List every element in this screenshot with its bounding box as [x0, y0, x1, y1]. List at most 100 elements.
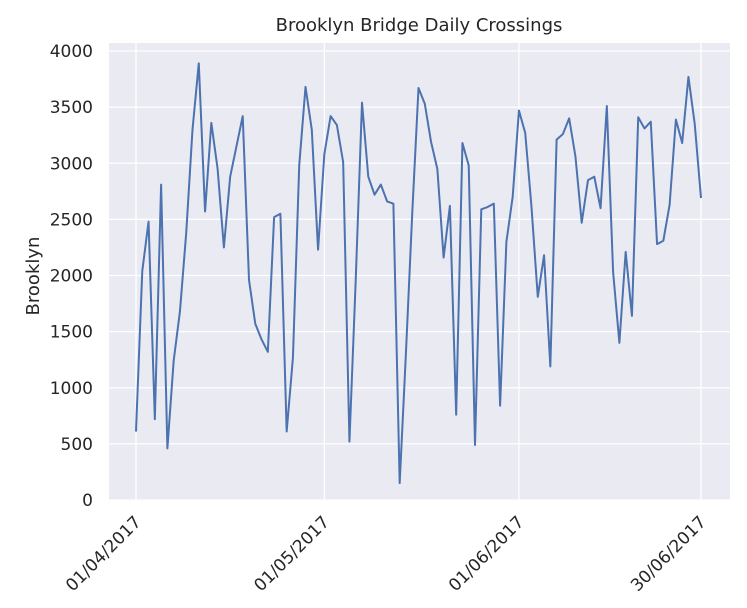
data-point	[631, 315, 633, 317]
data-point	[198, 62, 200, 64]
data-point	[662, 240, 664, 242]
data-point	[524, 132, 526, 134]
data-point	[305, 86, 307, 88]
y-tick-label: 500	[61, 435, 93, 455]
data-point	[637, 116, 639, 118]
data-point	[286, 431, 288, 433]
data-point	[675, 118, 677, 120]
data-point	[374, 194, 376, 196]
y-tick-label: 1500	[50, 323, 93, 343]
data-point	[480, 208, 482, 210]
series-line	[135, 62, 702, 485]
data-point	[261, 338, 263, 340]
data-point	[336, 124, 338, 126]
data-point	[694, 123, 696, 125]
data-point	[587, 179, 589, 181]
data-point	[154, 418, 156, 420]
data-point	[487, 206, 489, 208]
data-point	[386, 200, 388, 202]
data-point	[279, 213, 281, 215]
y-tick-label: 1000	[50, 379, 93, 399]
data-point	[449, 205, 451, 207]
data-point	[355, 279, 357, 281]
data-point	[330, 115, 332, 117]
data-point	[531, 206, 533, 208]
data-point	[669, 204, 671, 206]
data-point	[568, 117, 570, 119]
data-point	[342, 161, 344, 163]
data-point	[443, 257, 445, 259]
data-point	[650, 121, 652, 123]
x-tick-label: 30/06/2017	[627, 512, 710, 595]
data-point	[148, 221, 150, 223]
data-point	[179, 310, 181, 312]
data-point	[361, 102, 363, 104]
data-point	[185, 232, 187, 234]
data-point	[267, 351, 269, 353]
data-point	[235, 145, 237, 147]
chart-title: Brooklyn Bridge Daily Crossings	[276, 15, 563, 36]
data-point	[474, 444, 476, 446]
data-point	[625, 251, 627, 253]
data-point	[210, 122, 212, 124]
data-point	[600, 207, 602, 209]
data-point	[204, 211, 206, 213]
data-point	[418, 87, 420, 89]
data-point	[411, 213, 413, 215]
x-tick-label: 01/06/2017	[445, 512, 528, 595]
x-tick-label: 01/04/2017	[62, 512, 145, 595]
data-point	[217, 168, 219, 170]
data-point	[399, 482, 401, 484]
y-tick-label: 2000	[50, 267, 93, 287]
data-point	[292, 356, 294, 358]
data-point	[160, 184, 162, 186]
data-point	[436, 168, 438, 170]
data-point	[223, 246, 225, 248]
data-point	[380, 184, 382, 186]
data-point	[242, 115, 244, 117]
data-point	[687, 76, 689, 78]
data-point	[248, 279, 250, 281]
data-point	[367, 176, 369, 178]
y-tick-label: 2500	[50, 210, 93, 230]
y-axis-label: Brooklyn	[23, 237, 44, 316]
plot-area	[109, 43, 730, 500]
data-point	[562, 133, 564, 135]
data-point	[298, 165, 300, 167]
data-point	[254, 323, 256, 325]
data-point	[192, 129, 194, 131]
data-point	[499, 405, 501, 407]
y-tick-labels: 0 500 1000 1500 2000 2500 3000 3500 4000	[50, 42, 93, 511]
data-point	[461, 142, 463, 144]
data-point	[700, 197, 702, 199]
data-point	[493, 203, 495, 205]
x-tick-labels: 01/04/2017 01/05/2017 01/06/2017 30/06/2017	[62, 512, 710, 595]
data-point	[656, 243, 658, 245]
data-point	[311, 129, 313, 131]
y-tick-label: 3000	[50, 154, 93, 174]
y-tick-label: 0	[82, 491, 93, 511]
data-point	[141, 270, 143, 272]
data-point	[317, 249, 319, 251]
data-point	[681, 142, 683, 144]
data-point	[618, 342, 620, 344]
data-point	[430, 141, 432, 143]
data-series	[135, 62, 702, 485]
data-point	[229, 176, 231, 178]
data-point	[348, 441, 350, 443]
data-point	[518, 109, 520, 111]
y-tick-label: 3500	[50, 98, 93, 118]
data-point	[392, 203, 394, 205]
y-tick-label: 4000	[50, 42, 93, 62]
data-point	[574, 156, 576, 158]
data-point	[323, 153, 325, 155]
x-tick-label: 01/05/2017	[250, 512, 333, 595]
data-point	[135, 431, 137, 433]
data-point	[273, 216, 275, 218]
data-point	[405, 352, 407, 354]
data-point	[581, 222, 583, 224]
data-point	[468, 165, 470, 167]
data-point	[606, 105, 608, 107]
data-point	[512, 196, 514, 198]
